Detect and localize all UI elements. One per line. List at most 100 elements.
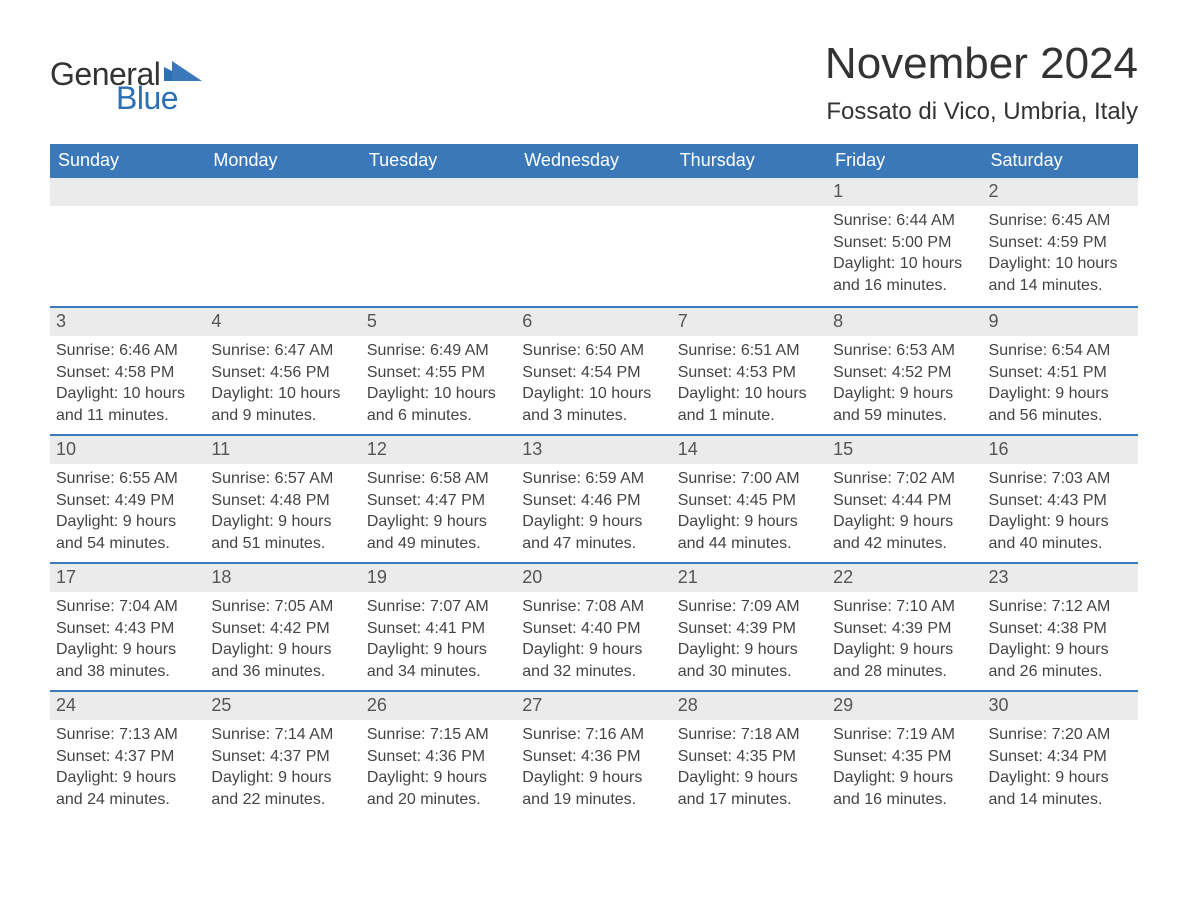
sunrise-text: Sunrise: 6:50 AM xyxy=(522,340,665,362)
sunrise-text: Sunrise: 7:13 AM xyxy=(56,724,199,746)
daylight2-text: and 40 minutes. xyxy=(989,533,1132,555)
daylight1-text: Daylight: 9 hours xyxy=(211,639,354,661)
daylight1-text: Daylight: 9 hours xyxy=(989,767,1132,789)
calendar-cell: 27Sunrise: 7:16 AMSunset: 4:36 PMDayligh… xyxy=(516,692,671,818)
calendar-cell: 17Sunrise: 7:04 AMSunset: 4:43 PMDayligh… xyxy=(50,564,205,690)
daylight2-text: and 16 minutes. xyxy=(833,789,976,811)
calendar-cell: 5Sunrise: 6:49 AMSunset: 4:55 PMDaylight… xyxy=(361,308,516,434)
day-number: 14 xyxy=(672,436,827,464)
day-number xyxy=(672,178,827,206)
sunrise-text: Sunrise: 6:58 AM xyxy=(367,468,510,490)
calendar-cell: 15Sunrise: 7:02 AMSunset: 4:44 PMDayligh… xyxy=(827,436,982,562)
daylight1-text: Daylight: 9 hours xyxy=(367,639,510,661)
daylight1-text: Daylight: 9 hours xyxy=(211,767,354,789)
calendar-cell xyxy=(672,178,827,306)
cell-content: Sunrise: 7:10 AMSunset: 4:39 PMDaylight:… xyxy=(827,592,982,690)
day-number: 3 xyxy=(50,308,205,336)
sunrise-text: Sunrise: 7:14 AM xyxy=(211,724,354,746)
daylight1-text: Daylight: 10 hours xyxy=(678,383,821,405)
sunset-text: Sunset: 4:56 PM xyxy=(211,362,354,384)
sunrise-text: Sunrise: 6:55 AM xyxy=(56,468,199,490)
day-number: 7 xyxy=(672,308,827,336)
sunrise-text: Sunrise: 7:15 AM xyxy=(367,724,510,746)
sunrise-text: Sunrise: 6:45 AM xyxy=(989,210,1132,232)
sunrise-text: Sunrise: 7:05 AM xyxy=(211,596,354,618)
daylight1-text: Daylight: 10 hours xyxy=(56,383,199,405)
day-header: Friday xyxy=(827,144,982,178)
daylight2-text: and 6 minutes. xyxy=(367,405,510,427)
daylight2-text: and 28 minutes. xyxy=(833,661,976,683)
day-number: 29 xyxy=(827,692,982,720)
daylight1-text: Daylight: 9 hours xyxy=(522,767,665,789)
cell-content: Sunrise: 7:12 AMSunset: 4:38 PMDaylight:… xyxy=(983,592,1138,690)
sunset-text: Sunset: 4:45 PM xyxy=(678,490,821,512)
day-header: Sunday xyxy=(50,144,205,178)
sunrise-text: Sunrise: 7:07 AM xyxy=(367,596,510,618)
sunset-text: Sunset: 4:47 PM xyxy=(367,490,510,512)
daylight2-text: and 9 minutes. xyxy=(211,405,354,427)
day-header: Wednesday xyxy=(516,144,671,178)
daylight2-text: and 44 minutes. xyxy=(678,533,821,555)
day-number xyxy=(205,178,360,206)
sunrise-text: Sunrise: 6:57 AM xyxy=(211,468,354,490)
cell-content: Sunrise: 7:19 AMSunset: 4:35 PMDaylight:… xyxy=(827,720,982,818)
day-number: 27 xyxy=(516,692,671,720)
daylight1-text: Daylight: 10 hours xyxy=(367,383,510,405)
cell-content: Sunrise: 6:49 AMSunset: 4:55 PMDaylight:… xyxy=(361,336,516,434)
daylight1-text: Daylight: 9 hours xyxy=(56,639,199,661)
calendar-cell: 9Sunrise: 6:54 AMSunset: 4:51 PMDaylight… xyxy=(983,308,1138,434)
sunrise-text: Sunrise: 6:47 AM xyxy=(211,340,354,362)
week-row: 17Sunrise: 7:04 AMSunset: 4:43 PMDayligh… xyxy=(50,562,1138,690)
calendar-cell xyxy=(361,178,516,306)
sunset-text: Sunset: 5:00 PM xyxy=(833,232,976,254)
daylight1-text: Daylight: 9 hours xyxy=(989,383,1132,405)
daylight2-text: and 47 minutes. xyxy=(522,533,665,555)
day-number: 25 xyxy=(205,692,360,720)
cell-content: Sunrise: 6:51 AMSunset: 4:53 PMDaylight:… xyxy=(672,336,827,434)
calendar-cell: 10Sunrise: 6:55 AMSunset: 4:49 PMDayligh… xyxy=(50,436,205,562)
daylight2-text: and 49 minutes. xyxy=(367,533,510,555)
sunrise-text: Sunrise: 7:02 AM xyxy=(833,468,976,490)
week-row: 3Sunrise: 6:46 AMSunset: 4:58 PMDaylight… xyxy=(50,306,1138,434)
day-header: Monday xyxy=(205,144,360,178)
page-title: November 2024 xyxy=(825,40,1138,88)
sunset-text: Sunset: 4:43 PM xyxy=(56,618,199,640)
calendar-cell: 2Sunrise: 6:45 AMSunset: 4:59 PMDaylight… xyxy=(983,178,1138,306)
daylight2-text: and 59 minutes. xyxy=(833,405,976,427)
calendar-cell xyxy=(50,178,205,306)
calendar-cell: 29Sunrise: 7:19 AMSunset: 4:35 PMDayligh… xyxy=(827,692,982,818)
day-number xyxy=(361,178,516,206)
cell-content: Sunrise: 7:00 AMSunset: 4:45 PMDaylight:… xyxy=(672,464,827,562)
week-row: 1Sunrise: 6:44 AMSunset: 5:00 PMDaylight… xyxy=(50,178,1138,306)
cell-content: Sunrise: 6:59 AMSunset: 4:46 PMDaylight:… xyxy=(516,464,671,562)
calendar-cell: 19Sunrise: 7:07 AMSunset: 4:41 PMDayligh… xyxy=(361,564,516,690)
sunrise-text: Sunrise: 7:08 AM xyxy=(522,596,665,618)
sunset-text: Sunset: 4:39 PM xyxy=(833,618,976,640)
calendar-cell: 7Sunrise: 6:51 AMSunset: 4:53 PMDaylight… xyxy=(672,308,827,434)
sunset-text: Sunset: 4:40 PM xyxy=(522,618,665,640)
daylight2-text: and 34 minutes. xyxy=(367,661,510,683)
calendar-cell: 24Sunrise: 7:13 AMSunset: 4:37 PMDayligh… xyxy=(50,692,205,818)
daylight1-text: Daylight: 10 hours xyxy=(989,253,1132,275)
day-header: Thursday xyxy=(672,144,827,178)
daylight1-text: Daylight: 9 hours xyxy=(211,511,354,533)
day-number: 10 xyxy=(50,436,205,464)
day-number: 13 xyxy=(516,436,671,464)
day-number: 17 xyxy=(50,564,205,592)
cell-content: Sunrise: 7:18 AMSunset: 4:35 PMDaylight:… xyxy=(672,720,827,818)
day-number: 1 xyxy=(827,178,982,206)
title-block: November 2024 Fossato di Vico, Umbria, I… xyxy=(825,40,1138,126)
calendar-cell: 26Sunrise: 7:15 AMSunset: 4:36 PMDayligh… xyxy=(361,692,516,818)
cell-content: Sunrise: 7:20 AMSunset: 4:34 PMDaylight:… xyxy=(983,720,1138,818)
day-number: 11 xyxy=(205,436,360,464)
daylight2-text: and 26 minutes. xyxy=(989,661,1132,683)
cell-content: Sunrise: 6:54 AMSunset: 4:51 PMDaylight:… xyxy=(983,336,1138,434)
calendar-cell: 3Sunrise: 6:46 AMSunset: 4:58 PMDaylight… xyxy=(50,308,205,434)
week-row: 10Sunrise: 6:55 AMSunset: 4:49 PMDayligh… xyxy=(50,434,1138,562)
sunset-text: Sunset: 4:58 PM xyxy=(56,362,199,384)
sunrise-text: Sunrise: 7:12 AM xyxy=(989,596,1132,618)
daylight1-text: Daylight: 9 hours xyxy=(989,639,1132,661)
daylight2-text: and 32 minutes. xyxy=(522,661,665,683)
cell-content: Sunrise: 6:50 AMSunset: 4:54 PMDaylight:… xyxy=(516,336,671,434)
sunrise-text: Sunrise: 7:20 AM xyxy=(989,724,1132,746)
